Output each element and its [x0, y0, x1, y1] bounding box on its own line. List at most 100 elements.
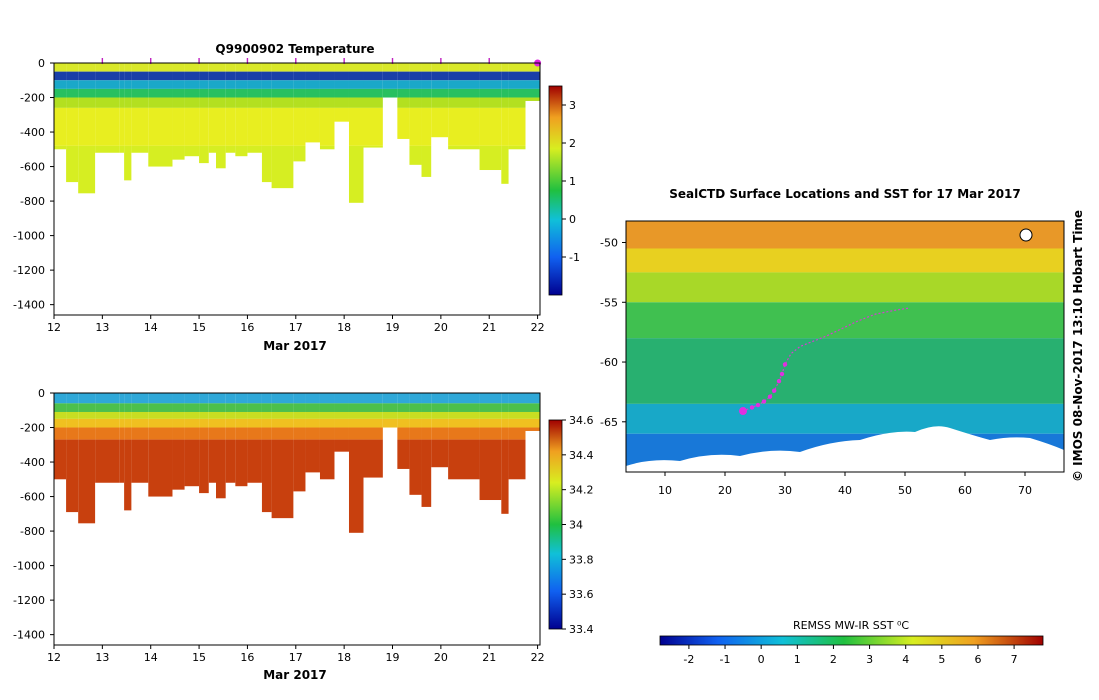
section-cell: [78, 403, 96, 412]
lon-tick-label: 70: [1018, 484, 1032, 497]
section-cell: [131, 145, 149, 153]
section-cell: [421, 88, 432, 98]
section-cell: [184, 418, 200, 428]
x-tick-label: 15: [192, 651, 206, 664]
section-cell: [421, 97, 432, 108]
section-cell: [261, 97, 272, 108]
section-cell: [119, 411, 125, 419]
section-cell: [508, 145, 526, 150]
section-cell: [305, 403, 320, 412]
section-cell: [501, 145, 509, 184]
section-cell: [235, 418, 248, 428]
section-cell: [409, 71, 422, 81]
section-cell: [184, 107, 200, 146]
section-cell: [216, 107, 226, 146]
sst-tick-label: 5: [938, 653, 945, 666]
section-cell: [208, 439, 216, 483]
colorbar-tick-label: 0: [569, 213, 576, 226]
section-cell: [54, 145, 67, 150]
salinity-plot-frame: [53, 392, 541, 646]
section-cell: [184, 411, 200, 419]
sst-tick-label: 0: [758, 653, 765, 666]
seal-track-points: [739, 362, 788, 416]
section-cell: [54, 107, 67, 146]
section-cell: [501, 71, 509, 81]
section-cell: [148, 145, 173, 167]
section-cell: [305, 418, 320, 428]
section-cell: [184, 88, 200, 98]
section-cell: [448, 411, 480, 419]
section-cell: [271, 427, 294, 440]
section-cell: [66, 80, 79, 89]
section-cell: [131, 439, 149, 483]
section-cell: [95, 418, 120, 428]
section-cell: [172, 403, 185, 412]
section-cell: [363, 439, 383, 478]
section-cell: [348, 393, 364, 404]
section-cell: [363, 403, 383, 412]
section-cell: [184, 80, 200, 89]
antarctic-ice-mask: [626, 426, 1064, 472]
section-cell: [431, 439, 449, 468]
section-cell: [124, 393, 132, 404]
section-cell: [148, 403, 173, 412]
y-tick-label: -600: [20, 491, 45, 504]
section-cell: [199, 88, 209, 98]
lon-tick-label: 40: [838, 484, 852, 497]
salinity-y-axis: 0 -200 -400 -600 -800 -1000 -1200 -1400: [13, 387, 54, 642]
section-cell: [271, 88, 294, 98]
temperature-x-axis: 12 13 14 15 16 17 18 19 20 21 22: [47, 315, 545, 334]
track-point: [776, 378, 782, 384]
colorbar-tick-label: 2: [569, 137, 576, 150]
section-cell: [208, 63, 216, 72]
section-cell: [271, 145, 294, 189]
sst-band: [626, 403, 1064, 434]
section-cell: [131, 71, 149, 81]
section-cell: [78, 418, 96, 428]
section-cell: [199, 411, 209, 419]
section-cell: [216, 393, 226, 404]
section-cell: [397, 439, 410, 469]
section-cell: [66, 439, 79, 513]
section-cell: [382, 63, 398, 72]
section-cell: [184, 439, 200, 487]
section-cell: [334, 88, 349, 98]
section-cell: [54, 71, 67, 81]
section-cell: [216, 145, 226, 169]
section-cell: [54, 393, 67, 404]
section-cell: [421, 145, 432, 177]
section-cell: [479, 393, 502, 404]
x-tick-label: 19: [386, 651, 400, 664]
section-cell: [293, 393, 306, 404]
section-cell: [184, 145, 200, 157]
section-cell: [148, 427, 173, 440]
section-cell: [235, 80, 248, 89]
y-tick-label: -600: [20, 161, 45, 174]
section-cell: [208, 97, 216, 108]
x-tick-label: 18: [337, 651, 351, 664]
section-cell: [124, 63, 132, 72]
section-cell: [479, 80, 502, 89]
section-cell: [261, 403, 272, 412]
section-cell: [271, 439, 294, 519]
island-marker: [1019, 228, 1033, 242]
section-cell: [479, 88, 502, 98]
section-cell: [95, 403, 120, 412]
x-tick-label: 12: [47, 321, 61, 334]
salinity-x-axis: 12 13 14 15 16 17 18 19 20 21 22: [47, 645, 545, 664]
section-cell: [508, 97, 526, 108]
section-cell: [431, 427, 449, 440]
map-title: SealCTD Surface Locations and SST for 17…: [669, 187, 1021, 201]
section-cell: [334, 97, 349, 108]
colorbar-tick-label: -1: [569, 251, 580, 264]
temperature-y-axis: 0 -200 -400 -600 -800 -1000 -1200 -1400: [13, 57, 54, 312]
section-cell: [235, 439, 248, 487]
y-tick-label: -1400: [13, 299, 45, 312]
section-cell: [382, 418, 398, 428]
section-cell: [525, 418, 540, 428]
lon-tick-label: 60: [958, 484, 972, 497]
section-cell: [199, 107, 209, 146]
section-cell: [261, 393, 272, 404]
section-cell: [78, 427, 96, 440]
colorbar-tick-label: 33.6: [569, 588, 594, 601]
